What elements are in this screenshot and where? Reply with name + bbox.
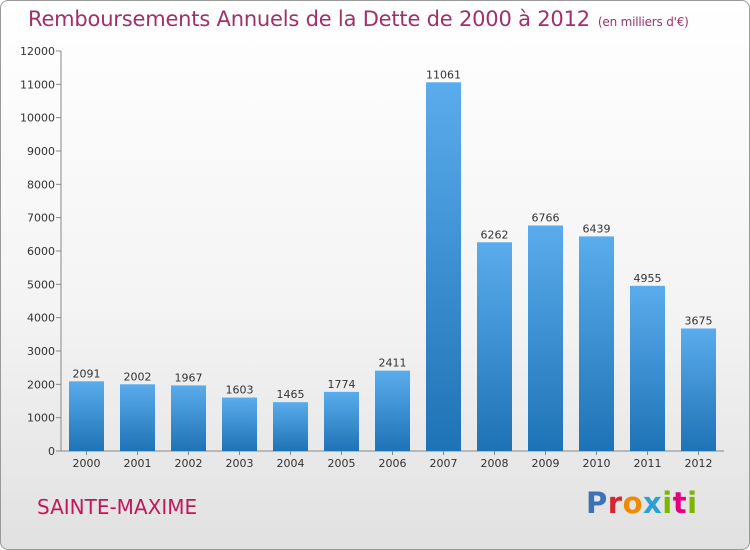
x-tick-label: 2009	[532, 457, 560, 470]
data-label: 4955	[634, 272, 662, 285]
y-tick-label: 11000	[20, 78, 55, 91]
x-tick-label: 2005	[328, 457, 356, 470]
chart-title: Remboursements Annuels de la Dette de 20…	[28, 7, 689, 31]
data-label: 3675	[685, 315, 713, 328]
x-tick-label: 2010	[583, 457, 611, 470]
logo-letter: i	[662, 486, 673, 520]
town-name: SAINTE-MAXIME	[37, 495, 198, 519]
y-tick-label: 9000	[27, 145, 55, 158]
y-tick-label: 8000	[27, 178, 55, 191]
x-tick-label: 2006	[379, 457, 407, 470]
bar	[324, 391, 359, 451]
y-tick-label: 7000	[27, 212, 55, 225]
bar	[579, 236, 614, 451]
x-tick-label: 2000	[73, 457, 101, 470]
bar	[171, 385, 206, 451]
y-tick-label: 10000	[20, 112, 55, 125]
proxiti-logo: Proxiti	[586, 486, 698, 520]
x-tick-label: 2012	[685, 457, 713, 470]
y-tick-label: 12000	[20, 45, 55, 58]
bar	[273, 402, 308, 451]
y-tick-label: 2000	[27, 378, 55, 391]
data-label: 6766	[532, 211, 560, 224]
x-tick-label: 2002	[175, 457, 203, 470]
logo-letter: x	[643, 486, 663, 520]
data-label: 1603	[226, 384, 254, 397]
bar	[528, 225, 563, 451]
y-tick-label: 3000	[27, 345, 55, 358]
data-label: 2002	[124, 370, 152, 383]
logo-letter: o	[622, 486, 644, 520]
bar	[630, 285, 665, 451]
y-tick-label: 4000	[27, 312, 55, 325]
x-tick-label: 2007	[430, 457, 458, 470]
data-label: 1774	[328, 378, 356, 391]
data-labels: 2091 2002 1967 1603 1465 1774 2411 11061 6262 676…	[73, 68, 713, 401]
bar	[120, 384, 155, 451]
y-tick-label: 1000	[27, 412, 55, 425]
bar	[477, 242, 512, 451]
x-tick-label: 2011	[634, 457, 662, 470]
logo-letter: P	[586, 486, 608, 520]
data-label: 2411	[379, 357, 407, 370]
x-tick-label: 2001	[124, 457, 152, 470]
data-label: 11061	[426, 68, 461, 81]
bars	[69, 82, 716, 452]
chart-title-text: Remboursements Annuels de la Dette de 20…	[28, 7, 590, 31]
bar	[222, 397, 257, 451]
bar	[375, 370, 410, 451]
logo-letter: r	[607, 486, 623, 520]
data-label: 1967	[175, 371, 203, 384]
data-label: 1465	[277, 388, 305, 401]
bar	[681, 328, 716, 451]
chart-unit: (en milliers d'€)	[597, 15, 689, 29]
y-tick-label: 6000	[27, 245, 55, 258]
data-label: 6439	[583, 222, 611, 235]
logo-letter: t	[672, 486, 688, 520]
y-tick-label: 5000	[27, 278, 55, 291]
logo-letter: i	[687, 486, 698, 520]
x-tick-label: 2003	[226, 457, 254, 470]
bar	[426, 82, 461, 452]
bar	[69, 381, 104, 451]
y-tick-label: 0	[48, 445, 55, 458]
data-label: 6262	[481, 228, 509, 241]
x-tick-label: 2008	[481, 457, 509, 470]
axes: 0 1000 2000 3000 4000 5000 6000 7000 8000 9000 100…	[20, 45, 724, 470]
x-tick-label: 2004	[277, 457, 305, 470]
data-label: 2091	[73, 367, 101, 380]
